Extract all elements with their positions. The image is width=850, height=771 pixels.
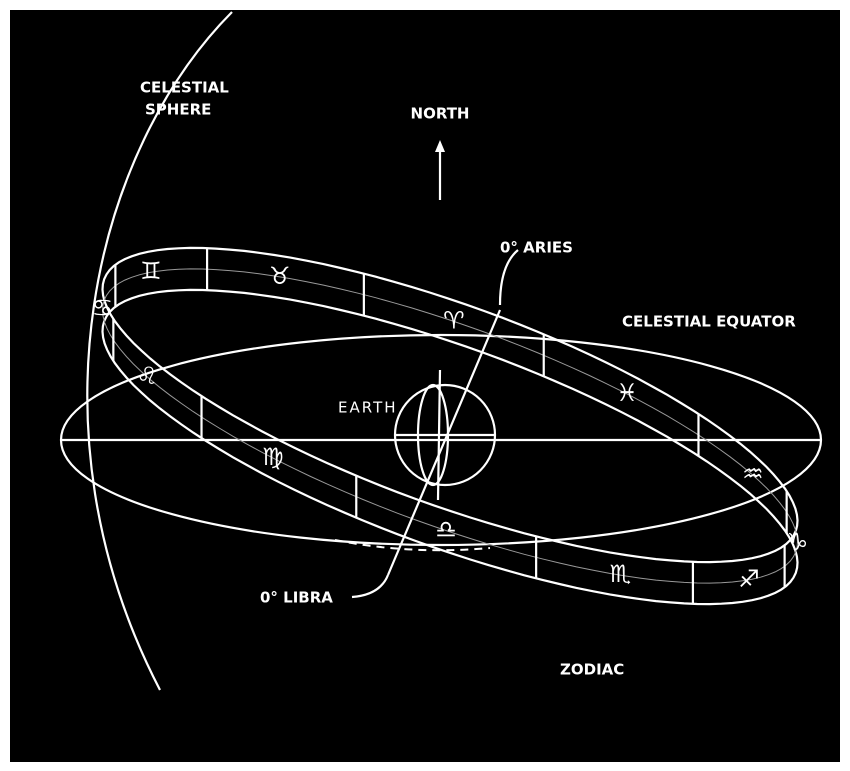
earth-label: EARTH (338, 399, 398, 417)
zodiac-sign: ♉ (269, 262, 291, 290)
zodiac-sign: ♒ (742, 460, 764, 488)
zodiac-sign: ♊ (140, 257, 162, 285)
zodiac-sign: ♎ (435, 516, 457, 544)
libra-label: 0° LIBRA (260, 589, 333, 607)
equator-label: CELESTIAL EQUATOR (622, 313, 796, 331)
zodiac-sign: ♋ (92, 294, 114, 322)
aries-label: 0° ARIES (500, 239, 573, 257)
libra-leader (351, 574, 390, 599)
band-upper-edge (101, 246, 799, 564)
hidden-edge (334, 539, 491, 552)
north-label: NORTH (411, 105, 470, 123)
zodiac-sign: ♍ (262, 443, 284, 471)
sphere-label: SPHERE (145, 101, 211, 119)
zodiac-sign: ♐ (738, 565, 760, 593)
zodiac-sign: ♑ (787, 528, 809, 556)
celestial-sphere (86, 11, 233, 691)
zodiac-sign: ♓ (616, 379, 638, 407)
north-arrowhead (435, 140, 445, 152)
equinox-line (386, 309, 502, 576)
sphere-label: CELESTIAL (140, 79, 229, 97)
background (10, 10, 840, 762)
aries-leader (498, 249, 519, 306)
zodiac-sign: ♌ (136, 362, 158, 390)
zodiac-sign: ♏ (610, 560, 632, 588)
ecliptic (101, 268, 799, 584)
earth-axis (436, 369, 442, 501)
zodiac-sign: ♈ (443, 306, 465, 334)
celestial-equator (59, 333, 823, 547)
zodiac-label: ZODIAC (560, 661, 624, 679)
zodiac-band: ♊ ♉ ♈ ♓ ♒ ♑ ♐ ♏ ♎ ♍ ♌ ♋ (92, 246, 809, 606)
